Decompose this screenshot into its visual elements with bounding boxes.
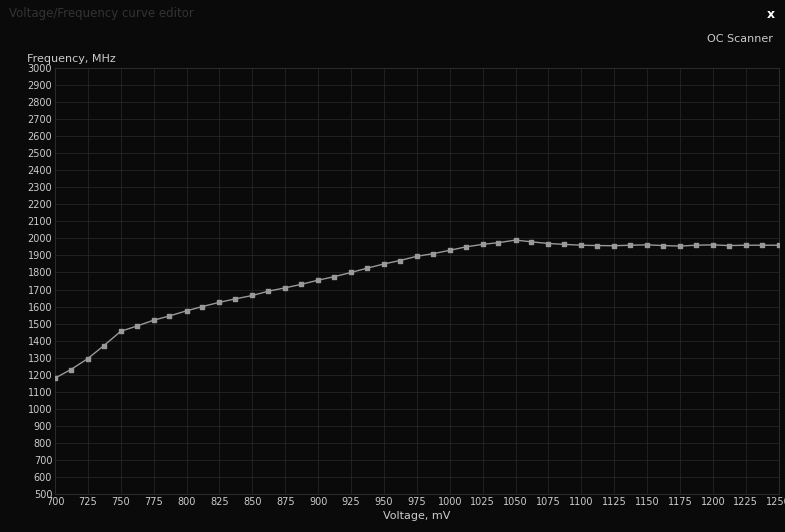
- Point: [706, 240, 719, 249]
- Point: [327, 272, 340, 281]
- Point: [542, 239, 555, 248]
- Text: OC Scanner: OC Scanner: [707, 34, 773, 44]
- Point: [262, 287, 275, 295]
- Point: [345, 268, 357, 277]
- Point: [214, 298, 226, 306]
- Point: [575, 241, 588, 250]
- Point: [411, 252, 423, 261]
- Point: [312, 276, 324, 285]
- Point: [641, 240, 653, 249]
- Point: [739, 241, 752, 250]
- Point: [509, 236, 522, 244]
- Point: [393, 256, 406, 265]
- Point: [444, 246, 456, 255]
- Text: x: x: [767, 7, 775, 21]
- Point: [459, 243, 472, 251]
- Point: [181, 306, 193, 315]
- Point: [608, 242, 620, 250]
- Point: [49, 374, 61, 383]
- Point: [163, 312, 176, 320]
- Point: [360, 264, 373, 272]
- Point: [148, 316, 160, 325]
- Point: [674, 242, 686, 251]
- Point: [656, 242, 669, 250]
- Point: [492, 238, 505, 247]
- Point: [755, 241, 768, 250]
- Point: [64, 365, 77, 374]
- Point: [295, 280, 308, 289]
- Point: [525, 238, 538, 246]
- Text: Frequency, MHz: Frequency, MHz: [27, 54, 116, 64]
- Point: [196, 302, 209, 311]
- Point: [97, 342, 110, 350]
- Point: [279, 284, 291, 292]
- Point: [558, 240, 571, 248]
- Point: [378, 260, 390, 268]
- Point: [591, 242, 604, 250]
- Text: Voltage/Frequency curve editor: Voltage/Frequency curve editor: [9, 7, 195, 21]
- Point: [476, 240, 489, 248]
- Point: [772, 241, 785, 250]
- Point: [624, 241, 637, 250]
- Point: [229, 295, 242, 303]
- Point: [115, 327, 127, 336]
- Point: [689, 241, 702, 250]
- Point: [426, 250, 439, 258]
- Point: [130, 322, 143, 330]
- X-axis label: Voltage, mV: Voltage, mV: [383, 511, 451, 521]
- Point: [722, 242, 735, 250]
- Point: [246, 291, 259, 300]
- Point: [82, 354, 94, 363]
